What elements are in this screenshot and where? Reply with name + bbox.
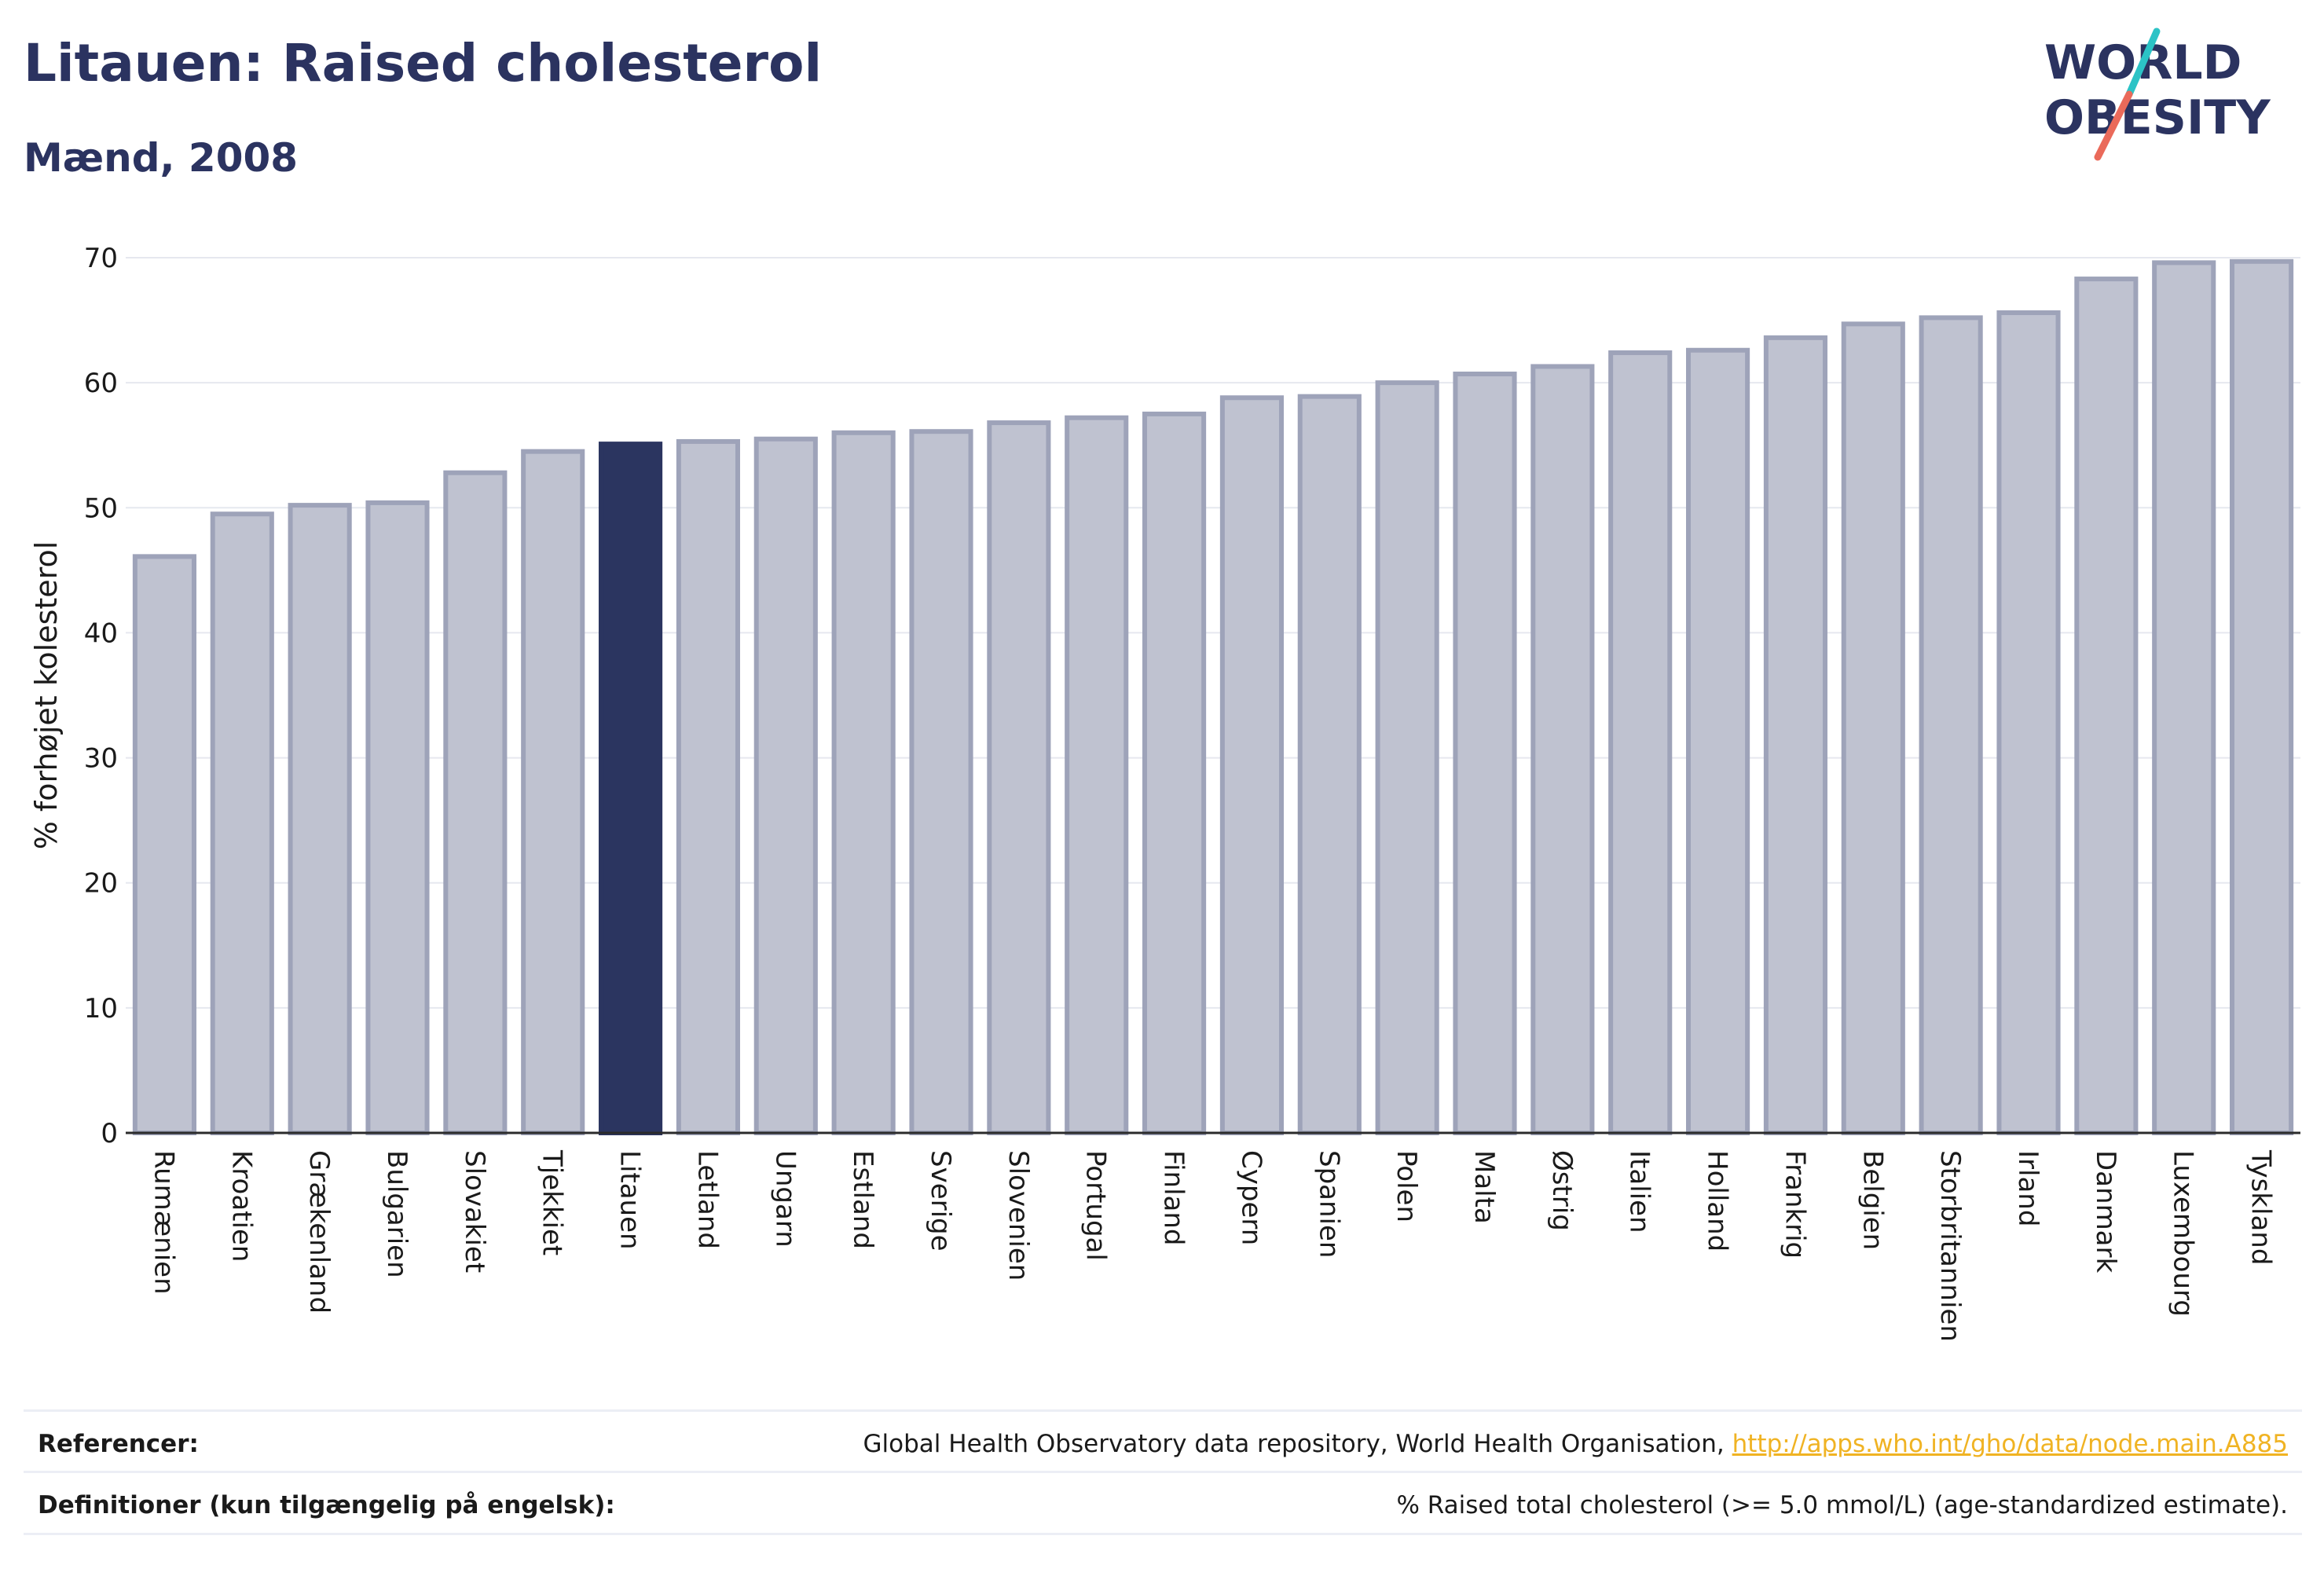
definitions-label: Definitioner (kun tilgængelig på engelsk… (38, 1491, 615, 1519)
bar-kroatien (210, 511, 274, 1135)
logo-slash-coral (2094, 90, 2133, 161)
bar-bulgarien (365, 500, 430, 1135)
bar-estland (831, 430, 896, 1135)
bar-sverige (909, 429, 973, 1135)
chart-subtitle: Mænd, 2008 (24, 135, 299, 181)
references-link[interactable]: http://apps.who.int/gho/data/node.main.A… (1732, 1430, 2288, 1458)
bar-spanien (1297, 394, 1362, 1135)
x-tick-label: Sverige (925, 1150, 956, 1252)
x-tick-label: Spanien (1313, 1150, 1344, 1258)
y-tick-label: 0 (101, 1118, 118, 1149)
x-tick-label: Polen (1391, 1150, 1422, 1222)
x-tick-label: Tyskland (2245, 1149, 2277, 1265)
y-tick-label: 40 (84, 618, 118, 649)
x-tick-label: Finland (1158, 1150, 1189, 1246)
bar-malta (1453, 372, 1517, 1135)
y-axis-label: % forhøjet kolesterol (29, 541, 64, 850)
y-tick-label: 20 (84, 868, 118, 900)
chart-title: Litauen: Raised cholesterol (24, 33, 823, 93)
bar-luxembourg (2152, 260, 2216, 1135)
world-obesity-logo: WORLD OBESITY (2044, 27, 2271, 161)
x-tick-label: Tjekkiet (537, 1149, 568, 1255)
bar-østrig (1530, 364, 1595, 1135)
logo-line2: OBESITY (2044, 90, 2271, 145)
bar-polen (1375, 380, 1439, 1135)
bar-letland (676, 438, 740, 1135)
bar-irland (1996, 310, 2061, 1136)
x-tick-label: Luxembourg (2168, 1150, 2199, 1317)
x-tick-label: Bulgarien (381, 1150, 412, 1278)
x-tick-label: Malta (1468, 1150, 1500, 1224)
bar-grækenland (288, 503, 352, 1135)
y-tick-label: 30 (84, 743, 118, 775)
references-text: Global Health Observatory data repositor… (863, 1430, 1732, 1458)
y-tick-label: 10 (84, 993, 118, 1024)
y-tick-label: 60 (84, 368, 118, 399)
bar-frankrig (1763, 335, 1827, 1135)
bar-belgien (1841, 321, 1905, 1135)
references-value: Global Health Observatory data repositor… (863, 1430, 2288, 1458)
bar-holland (1686, 347, 1750, 1136)
bar-storbritannien (1919, 315, 1983, 1136)
definitions-text: % Raised total cholesterol (>= 5.0 mmol/… (1396, 1491, 2288, 1519)
footer-bottom-divider (24, 1533, 2302, 1535)
x-tick-label: Danmark (2090, 1150, 2121, 1273)
x-tick-label: Grækenland (303, 1150, 335, 1314)
x-tick-label: Italien (1624, 1150, 1655, 1233)
bar-danmark (2074, 277, 2139, 1135)
y-tick-label: 50 (84, 493, 118, 524)
bar-litauen (599, 442, 663, 1135)
x-tick-label: Slovakiet (459, 1150, 490, 1273)
bar-cypern (1219, 395, 1284, 1135)
y-tick-label: 70 (84, 243, 118, 274)
references-row: Referencer: Global Health Observatory da… (24, 1409, 2302, 1476)
bar-italien (1608, 350, 1673, 1136)
x-tick-label: Østrig (1546, 1150, 1578, 1231)
bar-finland (1142, 411, 1207, 1135)
logo-slash-teal (2125, 27, 2161, 98)
bar-chart: 0 10 20 30 40 50 60 70 % forhøjet kolesterol Rumæ… (29, 243, 2300, 1342)
bar-tjekkiet (521, 449, 585, 1135)
bar-slovakiet (443, 470, 508, 1135)
x-tick-label: Frankrig (1779, 1150, 1810, 1259)
x-tick-label: Rumænien (148, 1150, 179, 1295)
x-tick-label: Slovenien (1003, 1150, 1034, 1281)
x-tick-label: Portugal (1080, 1150, 1112, 1261)
bar-ungarn (753, 436, 818, 1135)
x-tick-label: Belgien (1857, 1150, 1888, 1250)
x-tick-label: Letland (691, 1150, 723, 1249)
bar-rumænien (132, 554, 196, 1135)
bar-slovenien (987, 420, 1051, 1135)
bar-portugal (1065, 415, 1129, 1135)
x-tick-label: Holland (1702, 1150, 1733, 1252)
bar-tyskland (2230, 258, 2294, 1135)
x-tick-label: Ungarn (769, 1150, 801, 1248)
x-tick-label: Litauen (614, 1150, 646, 1250)
x-tick-label: Cypern (1235, 1150, 1266, 1245)
references-label: Referencer: (38, 1430, 199, 1458)
x-tick-label: Estland (847, 1150, 878, 1249)
x-tick-label: Kroatien (225, 1150, 257, 1262)
x-tick-label: Storbritannien (1934, 1150, 1966, 1342)
definitions-row: Definitioner (kun tilgængelig på engelsk… (24, 1471, 2302, 1538)
x-tick-label: Irland (2012, 1150, 2044, 1226)
